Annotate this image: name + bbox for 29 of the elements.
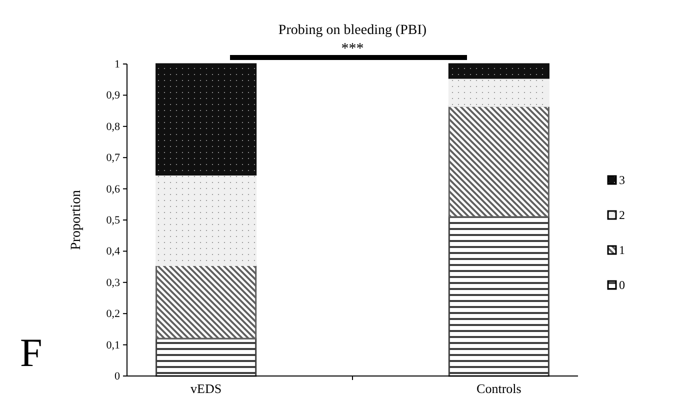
y-tick-label: 0 xyxy=(114,370,120,383)
y-tick-label: 0,4 xyxy=(106,246,120,258)
y-tick-label: 1 xyxy=(114,58,120,71)
y-tick-label: 0,8 xyxy=(106,120,120,133)
bar xyxy=(156,338,257,377)
x-tick-label: vEDS xyxy=(190,381,222,396)
legend-label: 3 xyxy=(619,173,625,187)
bar xyxy=(156,63,257,176)
y-axis-title: Proportion xyxy=(69,190,84,250)
y-tick-label: 0,3 xyxy=(106,276,120,289)
bar xyxy=(448,216,550,377)
text: F xyxy=(20,330,42,375)
bar xyxy=(156,264,257,340)
y-tick-label: 0,7 xyxy=(106,152,120,164)
y-tick-label: 0,9 xyxy=(106,90,120,102)
legend-label: 2 xyxy=(619,208,625,222)
chart-title: Probing on bleeding (PBI) xyxy=(278,23,427,38)
y-tick-label: 0,5 xyxy=(106,214,120,227)
y-tick-label: 0,6 xyxy=(106,183,120,196)
y-tick-label: 0,2 xyxy=(106,308,120,320)
legend-label: 1 xyxy=(619,243,625,257)
bar xyxy=(448,77,550,107)
x-tick-label: Controls xyxy=(476,381,522,396)
legend-label: 0 xyxy=(619,278,625,292)
bar xyxy=(156,174,257,266)
bar xyxy=(448,105,550,218)
y-tick-label: 0,1 xyxy=(106,339,120,352)
bar xyxy=(448,63,550,79)
text: *** xyxy=(341,41,364,57)
